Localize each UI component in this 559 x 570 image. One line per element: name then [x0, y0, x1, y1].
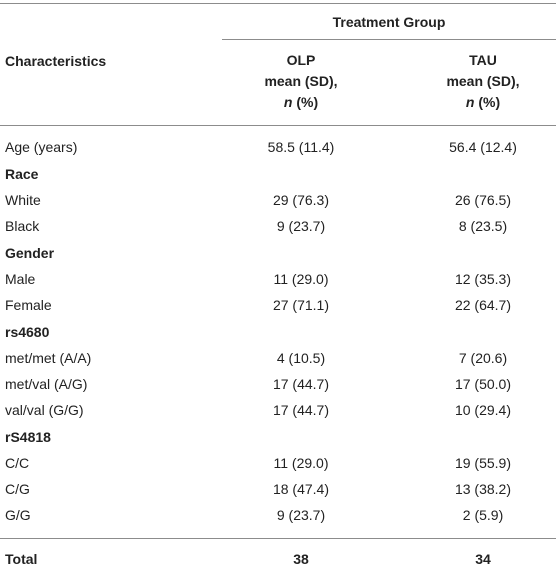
tau-value: 26 (76.5) [454, 192, 512, 208]
olp-value: 27 (71.1) [272, 297, 330, 313]
header-bottom-rule [0, 125, 556, 126]
row-label: val/val (G/G) [5, 402, 84, 418]
row-label: met/met (A/A) [5, 350, 92, 366]
row-label: met/val (A/G) [5, 376, 88, 392]
tau-value: 8 (23.5) [458, 218, 508, 234]
group-underline-rule [222, 39, 556, 40]
tau-value: 56.4 (12.4) [449, 139, 517, 155]
tau-value: 7 (20.6) [458, 350, 508, 366]
olp-value: 58.5 (11.4) [267, 139, 335, 155]
section-label-gender: Gender [5, 245, 55, 261]
row-label: White [5, 192, 41, 208]
section-label-race: Race [5, 166, 39, 182]
tau-value: 10 (29.4) [454, 402, 512, 418]
row-label: C/G [5, 481, 30, 497]
tau-value: 19 (55.9) [454, 455, 512, 471]
row-label: Male [5, 271, 36, 287]
olp-value: 17 (44.7) [272, 376, 330, 392]
olp-value: 4 (10.5) [276, 350, 326, 366]
tau-value: 22 (64.7) [454, 297, 512, 313]
total-label: Total [5, 551, 38, 567]
olp-value: 18 (47.4) [272, 481, 330, 497]
olp-value: 11 (29.0) [273, 271, 329, 287]
row-label: G/G [5, 507, 31, 523]
olp-value: 29 (76.3) [272, 192, 330, 208]
tau-column-heading: TAU mean (SD), n (%) [446, 52, 520, 110]
olp-value: 9 (23.7) [276, 507, 326, 523]
olp-value: 17 (44.7) [272, 402, 330, 418]
tau-value: 13 (38.2) [454, 481, 512, 497]
top-rule [0, 3, 556, 4]
tau-value: 12 (35.3) [454, 271, 512, 287]
row-label: Female [5, 297, 52, 313]
tau-value: 17 (50.0) [454, 376, 512, 392]
section-label-rs4680: rs4680 [5, 324, 50, 340]
olp-value: 11 (29.0) [273, 455, 329, 471]
section-label-rs4818: rS4818 [5, 429, 51, 445]
row-label: Age (years) [5, 139, 78, 155]
olp-column-heading: OLP mean (SD), n (%) [264, 52, 338, 110]
total-top-rule [0, 538, 556, 539]
treatment-group-heading: Treatment Group [332, 14, 446, 30]
tau-total: 34 [475, 551, 491, 567]
olp-value: 9 (23.7) [276, 218, 326, 234]
tau-value: 2 (5.9) [462, 507, 504, 523]
row-label: Black [5, 218, 40, 234]
olp-total: 38 [293, 551, 309, 567]
characteristics-heading: Characteristics [5, 53, 107, 69]
row-label: C/C [5, 455, 30, 471]
